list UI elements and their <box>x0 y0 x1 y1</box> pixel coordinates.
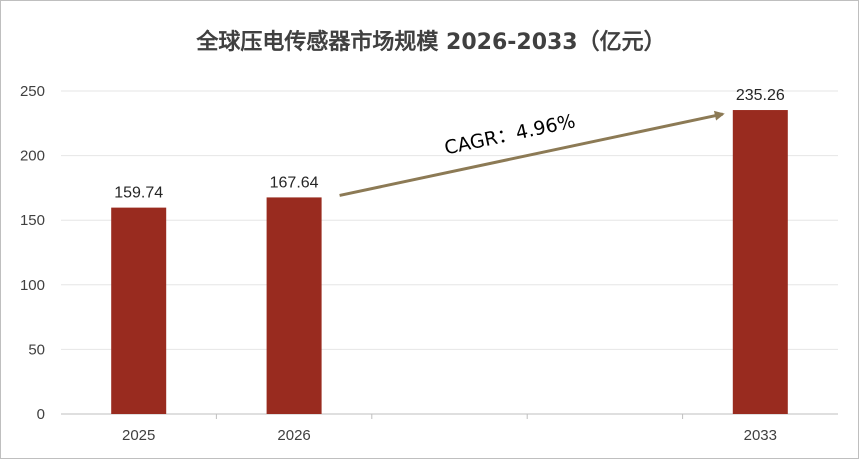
data-label: 235.26 <box>736 87 785 104</box>
bar-2025 <box>111 207 167 414</box>
cagr-annotation: CAGR：4.96% <box>339 110 725 197</box>
cagr-arrow <box>339 110 725 197</box>
x-tick-label: 2025 <box>122 427 155 444</box>
data-label: 167.64 <box>270 174 319 191</box>
gridlines <box>61 90 838 415</box>
chart-title: 全球压电传感器市场规模 2026-2033（亿元） <box>195 29 665 55</box>
x-tick-label: 2033 <box>744 427 777 444</box>
bar-2033 <box>732 110 788 415</box>
y-tick-label: 150 <box>20 212 45 229</box>
y-axis: 0 50 100 150 200 250 <box>20 83 45 423</box>
y-tick-label: 250 <box>20 83 45 100</box>
x-axis: 2025 2026 2033 <box>122 414 777 444</box>
y-tick-label: 200 <box>20 148 45 165</box>
bar-2026 <box>266 197 322 414</box>
cagr-label: CAGR：4.96% <box>443 110 578 159</box>
bars: 159.74 167.64 235.26 <box>111 87 788 415</box>
y-tick-label: 100 <box>20 277 45 294</box>
y-tick-label: 50 <box>28 341 45 358</box>
x-tick-label: 2026 <box>277 427 310 444</box>
data-label: 159.74 <box>114 185 163 202</box>
y-tick-label: 0 <box>37 406 45 423</box>
